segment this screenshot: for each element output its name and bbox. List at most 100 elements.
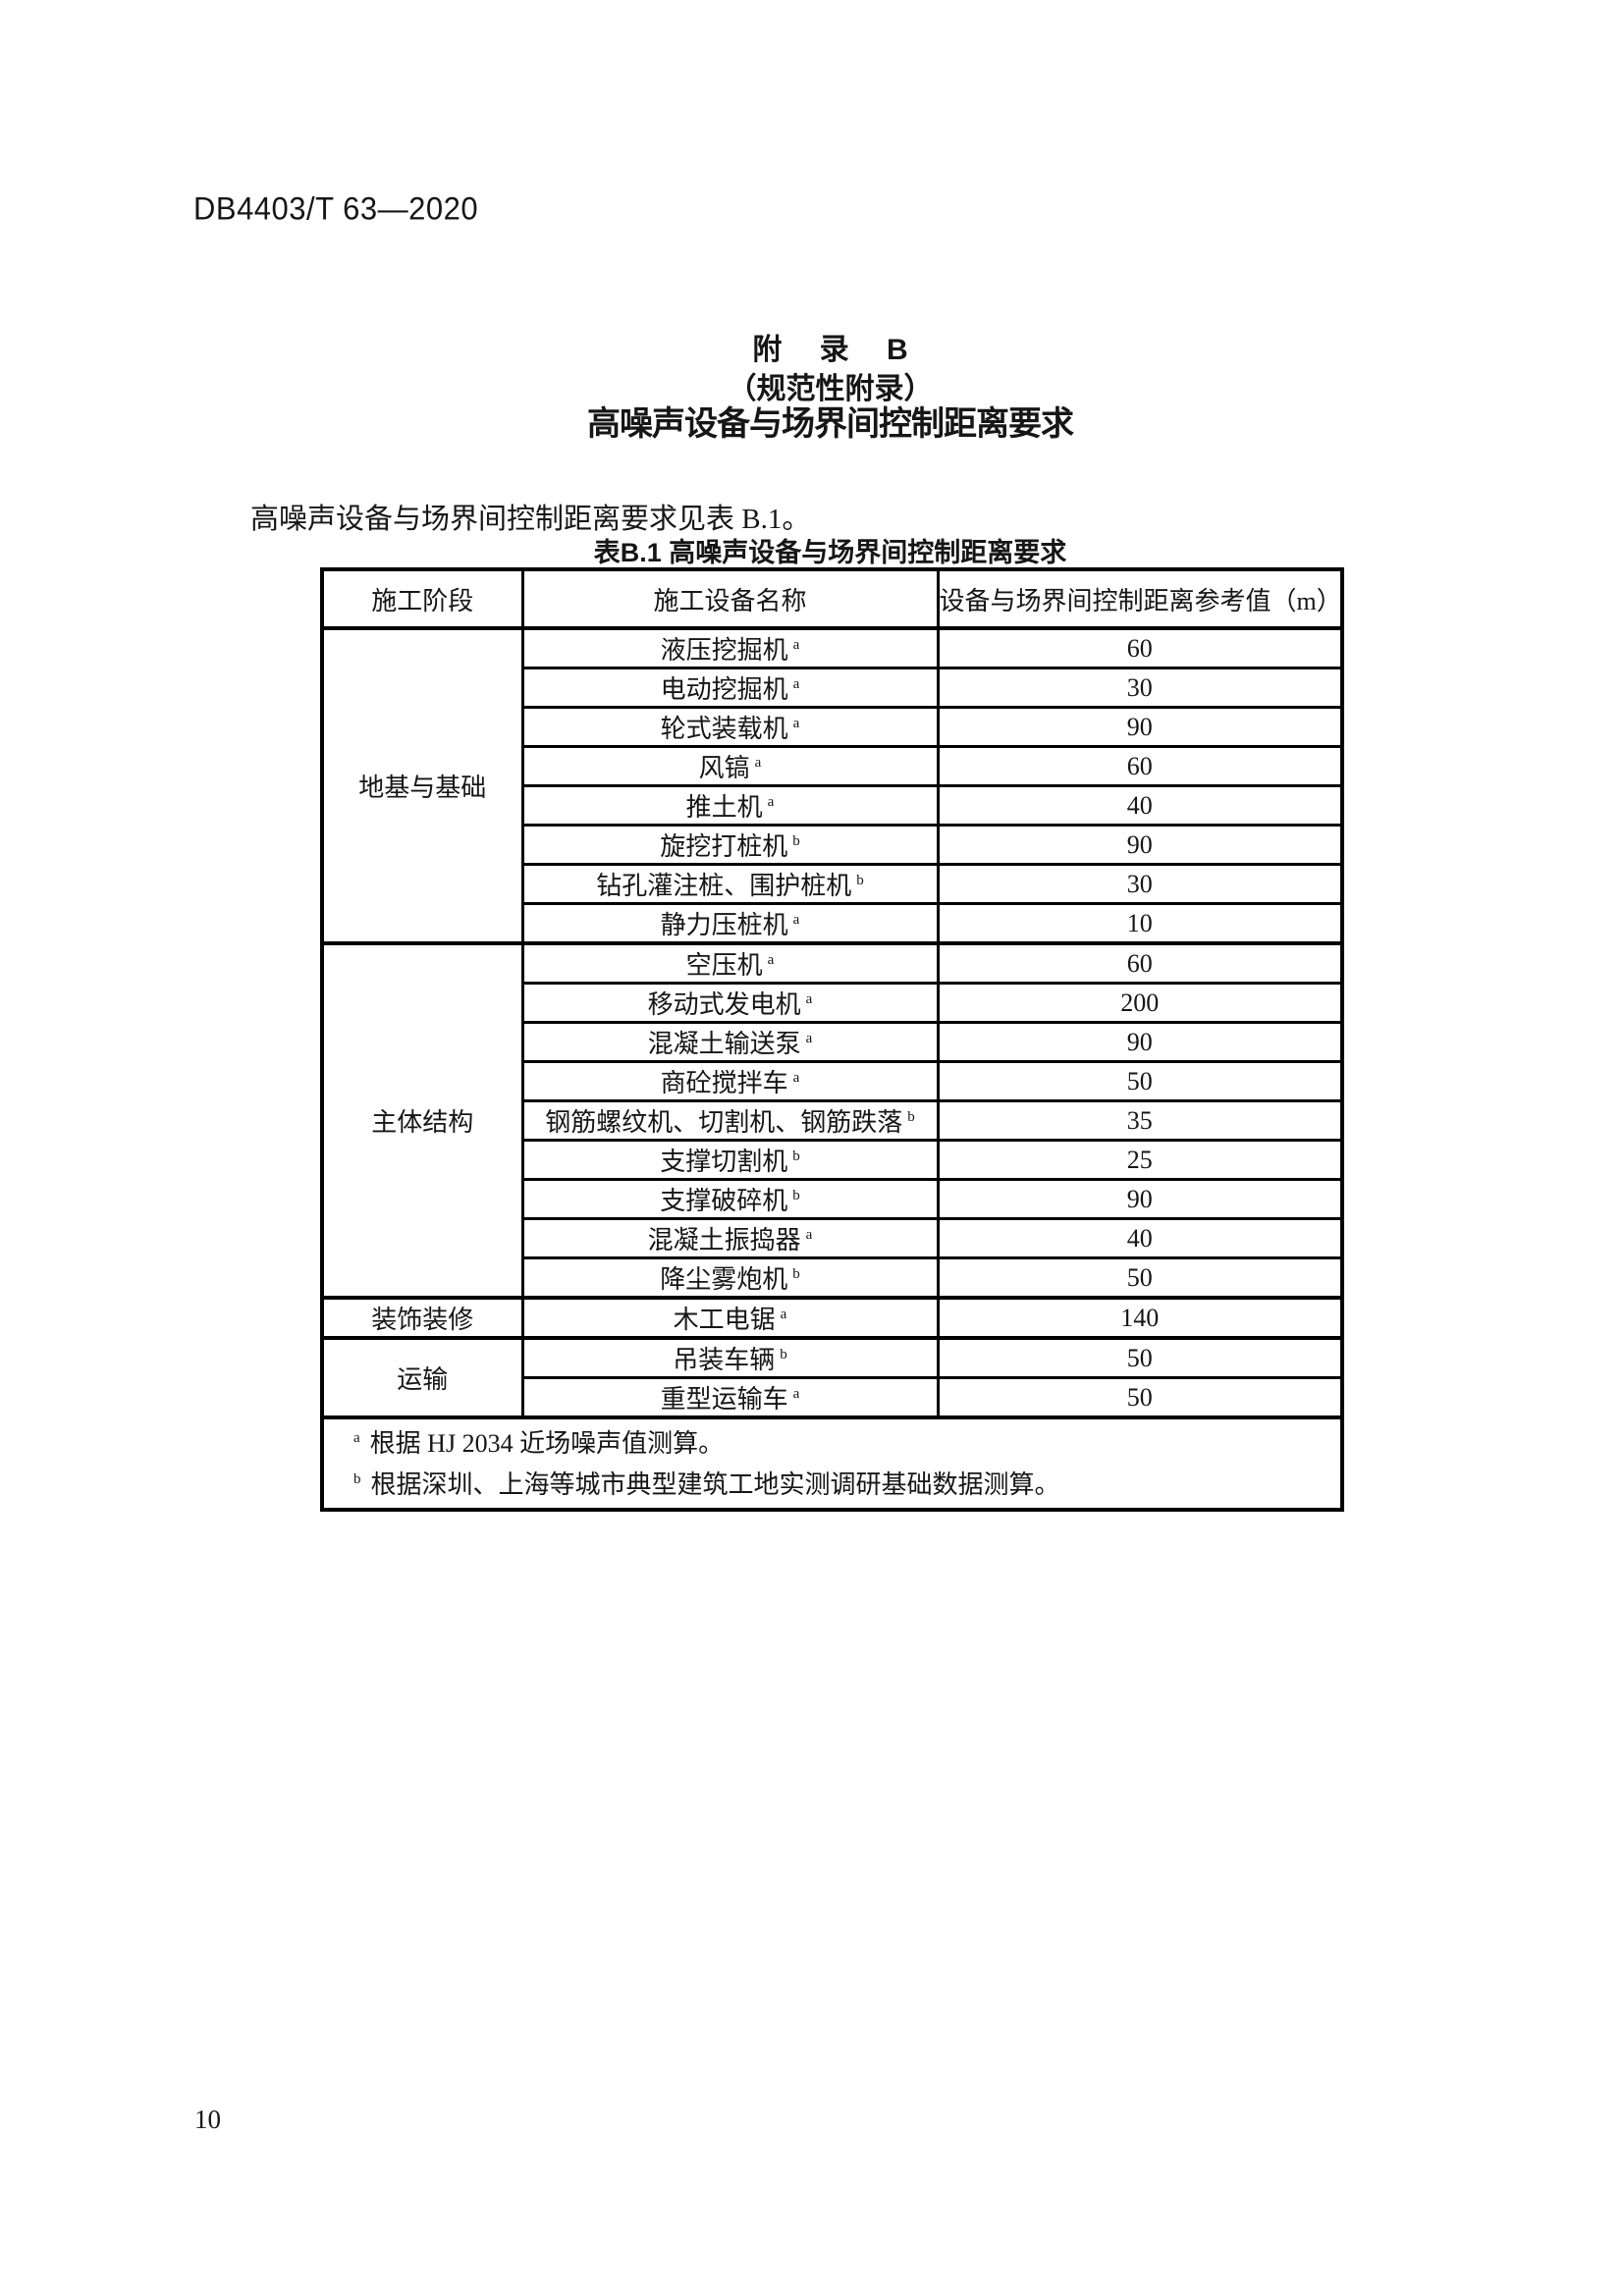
footnote-marker: a (792, 1386, 800, 1403)
table-row: 支撑切割机 b 25 (322, 1139, 1344, 1181)
distance-value-cell: 90 (936, 1178, 1344, 1220)
footnote-marker: b (780, 1347, 787, 1363)
stage-cell: 主体结构 (320, 941, 524, 1300)
footnote-marker: b (792, 1188, 800, 1204)
standard-code: DB4403/T 63—2020 (193, 190, 479, 227)
equipment-cell: 风镐 a (520, 745, 940, 787)
table-row: 支撑破碎机 b 90 (322, 1178, 1344, 1220)
distance-value-cell: 30 (936, 667, 1344, 709)
footnote-marker: a (792, 637, 800, 654)
equipment-cell: 吊装车辆 b (520, 1336, 940, 1379)
equipment-cell: 钻孔灌注桩、围护桩机 b (520, 863, 940, 905)
distance-value-cell: 50 (936, 1336, 1344, 1379)
footnote-marker: b (792, 1266, 800, 1283)
footnote-marker: a (792, 1070, 800, 1087)
footnote-marker: a (767, 952, 775, 969)
table-row: 主体结构 空压机 a 60 (320, 941, 1344, 1300)
footnotes-cell: a 根据 HJ 2034 近场噪声值测算。 b 根据深圳、上海等城市典型建筑工地实测调… (320, 1415, 1344, 1512)
equipment-cell: 液压挖掘机 a (520, 626, 940, 669)
footnote-marker: a (780, 1307, 787, 1323)
footnote-marker: a (805, 1031, 813, 1047)
footnote-marker: b (792, 1148, 800, 1165)
equipment-cell: 静力压桩机 a (520, 902, 940, 945)
footnote-marker: b (792, 833, 800, 850)
table-row: 静力压桩机 a 10 (322, 902, 1344, 945)
table-row: 降尘雾炮机 b 50 (322, 1256, 1344, 1300)
table-row: 地基与基础 液压挖掘机 a 60 (320, 626, 1344, 945)
table-row: 混凝土输送泵 a 90 (322, 1021, 1344, 1063)
equipment-table-body: 地基与基础 液压挖掘机 a 60 电动挖掘机 a 30 轮式装载机 a 90 风镐 a 60 推土机 a 40… (320, 626, 1344, 1512)
table-row: 运输 吊装车辆 b 50 (320, 1336, 1344, 1419)
footnote-marker: a (754, 755, 762, 772)
distance-value-cell: 50 (936, 1060, 1344, 1102)
distance-value-cell: 50 (936, 1256, 1344, 1300)
table-row: 推土机 a 40 (322, 784, 1344, 827)
noise-distance-table: 施工阶段 施工设备名称 设备与场界间控制距离参考值（m） 地基与基础 液压挖掘机 a… (320, 567, 1344, 1512)
distance-value-cell: 60 (936, 745, 1344, 787)
footnote-marker: a (792, 912, 800, 929)
footnote: a 根据 HJ 2034 近场噪声值测算。 (353, 1429, 725, 1458)
equipment-cell: 重型运输车 a (520, 1376, 940, 1419)
stage-cell: 运输 (320, 1336, 524, 1419)
table-row: 移动式发电机 a 200 (322, 982, 1344, 1024)
table-row: 商砼搅拌车 a 50 (322, 1060, 1344, 1102)
equipment-cell: 轮式装载机 a (520, 706, 940, 748)
distance-value-cell: 90 (936, 706, 1344, 748)
distance-value-cell: 60 (936, 626, 1344, 669)
equipment-cell: 旋挖打桩机 b (520, 824, 940, 866)
footnote-marker: a (792, 676, 800, 693)
footnotes-row: a 根据 HJ 2034 近场噪声值测算。 b 根据深圳、上海等城市典型建筑工地实测调… (320, 1415, 1344, 1512)
intro-paragraph: 高噪声设备与场界间控制距离要求见表 B.1。 (250, 504, 811, 535)
equipment-cell: 商砼搅拌车 a (520, 1060, 940, 1102)
distance-value-cell: 40 (936, 1217, 1344, 1259)
distance-value-cell: 60 (936, 941, 1344, 985)
distance-value-cell: 30 (936, 863, 1344, 905)
table-row: 电动挖掘机 a 30 (322, 667, 1344, 709)
table-header: 施工阶段 施工设备名称 设备与场界间控制距离参考值（m） (320, 567, 1344, 630)
table-row: 钻孔灌注桩、围护桩机 b 30 (322, 863, 1344, 905)
table-row: 重型运输车 a 50 (322, 1376, 1344, 1419)
distance-value-cell: 50 (936, 1376, 1344, 1419)
distance-value-cell: 140 (936, 1296, 1344, 1340)
distance-value-cell: 90 (936, 824, 1344, 866)
equipment-cell: 空压机 a (520, 941, 940, 985)
table-row: 装饰装修 木工电锯 a 140 (320, 1296, 1344, 1340)
column-header-distance: 设备与场界间控制距离参考值（m） (936, 567, 1344, 630)
footnote-marker: a (805, 1227, 813, 1244)
table-row: 轮式装载机 a 90 (322, 706, 1344, 748)
table-row: 混凝土振捣器 a 40 (322, 1217, 1344, 1259)
equipment-cell: 推土机 a (520, 784, 940, 827)
footnote-marker: b (907, 1109, 915, 1126)
equipment-cell: 降尘雾炮机 b (520, 1256, 940, 1300)
footnote: b 根据深圳、上海等城市典型建筑工地实测调研基础数据测算。 (353, 1470, 1060, 1499)
equipment-cell: 钢筋螺纹机、切割机、钢筋跌落 b (520, 1099, 940, 1142)
equipment-cell: 支撑切割机 b (520, 1139, 940, 1181)
page-number: 10 (194, 2105, 221, 2134)
distance-value-cell: 90 (936, 1021, 1344, 1063)
footnote-marker: a (805, 991, 813, 1008)
column-header-stage: 施工阶段 (320, 567, 524, 630)
column-header-equipment: 施工设备名称 (520, 567, 940, 630)
table-row: 钢筋螺纹机、切割机、钢筋跌落 b 35 (322, 1099, 1344, 1142)
equipment-cell: 电动挖掘机 a (520, 667, 940, 709)
equipment-cell: 移动式发电机 a (520, 982, 940, 1024)
table-caption: 表B.1 高噪声设备与场界间控制距离要求 (593, 538, 1067, 567)
stage-cell: 装饰装修 (320, 1296, 524, 1340)
distance-value-cell: 40 (936, 784, 1344, 827)
distance-value-cell: 10 (936, 902, 1344, 945)
appendix-subtitle: （规范性附录） (727, 373, 934, 405)
equipment-cell: 混凝土输送泵 a (520, 1021, 940, 1063)
table-row: 风镐 a 60 (322, 745, 1344, 787)
stage-cell: 地基与基础 (320, 626, 524, 945)
appendix-title: 附 录 B (752, 334, 908, 366)
table-row: 旋挖打桩机 b 90 (322, 824, 1344, 866)
appendix-heading: 高噪声设备与场界间控制距离要求 (587, 405, 1074, 443)
equipment-cell: 支撑破碎机 b (520, 1178, 940, 1220)
header-row: 施工阶段 施工设备名称 设备与场界间控制距离参考值（m） (320, 567, 1344, 630)
footnote-marker: a (792, 716, 800, 732)
footnote-marker: a (353, 1430, 360, 1447)
distance-value-cell: 35 (936, 1099, 1344, 1142)
footnote-marker: b (353, 1471, 361, 1488)
footnote-marker: b (856, 873, 864, 889)
